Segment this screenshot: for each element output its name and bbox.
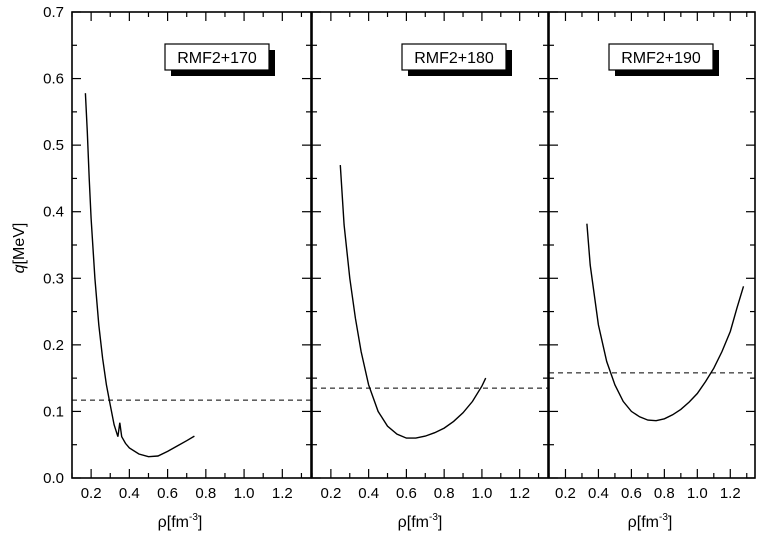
y-tick-label: 0.5 bbox=[43, 137, 64, 154]
x-tick-label: 1.0 bbox=[234, 485, 255, 502]
y-tick-label: 0.7 bbox=[43, 4, 64, 21]
y-tick-label: 0.2 bbox=[43, 337, 64, 354]
panel-3: RMF2+190 bbox=[549, 12, 755, 478]
x-tick-label: 1.0 bbox=[471, 485, 492, 502]
y-tick-label: 0.6 bbox=[43, 71, 64, 88]
x-tick-label: 0.6 bbox=[157, 485, 178, 502]
x-tick-label: 0.4 bbox=[119, 485, 140, 502]
panel-1: RMF2+170 bbox=[72, 12, 311, 478]
x-axis-title-2: ρ[fm-3] bbox=[398, 512, 443, 531]
x-tick-label: 0.2 bbox=[320, 485, 341, 502]
panel-frame bbox=[72, 12, 311, 478]
x-axis-title-1: ρ[fm-3] bbox=[158, 512, 203, 531]
y-tick-label: 0.1 bbox=[43, 403, 64, 420]
y-tick-label: 0.3 bbox=[43, 270, 64, 287]
x-axis-title-3: ρ[fm-3] bbox=[628, 512, 673, 531]
panel-label: RMF2+190 bbox=[621, 50, 701, 67]
x-tick-label: 0.6 bbox=[621, 485, 642, 502]
panel-label-box: RMF2+190 bbox=[609, 44, 719, 76]
x-tick-label: 0.6 bbox=[396, 485, 417, 502]
panel-2: RMF2+180 bbox=[312, 12, 548, 478]
x-tick-label: 0.4 bbox=[358, 485, 379, 502]
x-axes: 0.2 0.4 0.6 0.8 1.0 1.2 0.2 0.4 0.6 0.8 1.0 1.2 0.2 0… bbox=[81, 485, 741, 502]
series-curve bbox=[85, 93, 194, 457]
x-tick-label: 1.2 bbox=[509, 485, 530, 502]
x-tick-label: 0.4 bbox=[588, 485, 609, 502]
y-tick-label: 0.4 bbox=[43, 204, 64, 221]
x-tick-label: 1.0 bbox=[687, 485, 708, 502]
panel-label-box: RMF2+180 bbox=[402, 44, 512, 76]
panel-label: RMF2+180 bbox=[414, 50, 494, 67]
chart-panels: RMF2+170 RMF2+180 RMF2+190 bbox=[72, 12, 755, 478]
panel-frame bbox=[549, 12, 755, 478]
y-axis-title: q[MeV] bbox=[11, 223, 28, 274]
x-tick-label: 0.2 bbox=[555, 485, 576, 502]
panel-label-box: RMF2+170 bbox=[165, 44, 275, 76]
panel-frame bbox=[312, 12, 548, 478]
y-axis: 0.0 0.1 0.2 0.3 0.4 0.5 0.6 0.7 bbox=[43, 4, 64, 487]
x-tick-label: 0.2 bbox=[81, 485, 102, 502]
x-tick-label: 1.2 bbox=[720, 485, 741, 502]
x-tick-label: 0.8 bbox=[654, 485, 675, 502]
y-tick-label: 0.0 bbox=[43, 470, 64, 487]
panel-label: RMF2+170 bbox=[177, 50, 257, 67]
x-tick-label: 1.2 bbox=[272, 485, 293, 502]
series-curve bbox=[587, 224, 744, 421]
x-tick-label: 0.8 bbox=[195, 485, 216, 502]
x-tick-label: 0.8 bbox=[434, 485, 455, 502]
series-curve bbox=[340, 165, 485, 438]
